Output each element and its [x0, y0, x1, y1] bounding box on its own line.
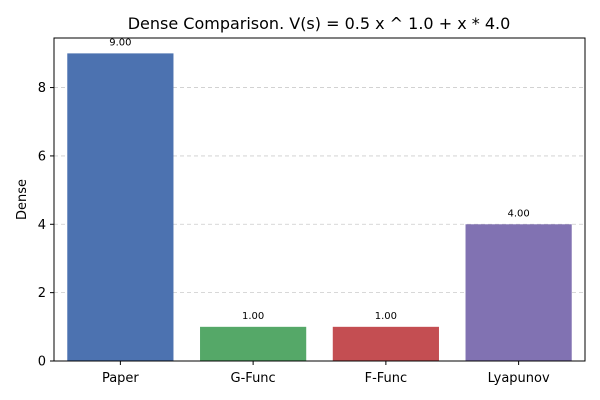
- bar-g-func: [200, 326, 307, 361]
- x-tick-label: Lyapunov: [488, 371, 550, 386]
- plot-frame: [53, 37, 586, 362]
- bars: [67, 53, 572, 361]
- chart-title: Dense Comparison. V(s) = 0.5 x ^ 1.0 + x…: [128, 14, 511, 33]
- bar-lyapunov: [465, 224, 572, 361]
- x-axis: Paper G-Func F-Func Lyapunov: [102, 361, 550, 386]
- data-labels: 9.00 1.00 1.00 4.00: [109, 37, 530, 321]
- y-tick-label: 2: [38, 286, 46, 301]
- y-tick-label: 6: [38, 149, 46, 164]
- x-tick-label: F-Func: [365, 371, 408, 386]
- x-tick-label: G-Func: [231, 371, 276, 386]
- y-axis-label: Dense: [15, 179, 30, 220]
- x-tick-label: Paper: [102, 371, 139, 386]
- y-tick-label: 4: [38, 218, 46, 233]
- data-label: 1.00: [242, 311, 264, 322]
- data-label: 9.00: [109, 37, 131, 48]
- y-tick-label: 0: [38, 355, 46, 370]
- bar-paper: [67, 53, 174, 361]
- bar-f-func: [332, 326, 439, 361]
- data-label: 1.00: [375, 311, 397, 322]
- y-axis: 0 2 4 6 8: [38, 81, 54, 370]
- y-tick-label: 8: [38, 81, 46, 96]
- data-label: 4.00: [507, 208, 529, 219]
